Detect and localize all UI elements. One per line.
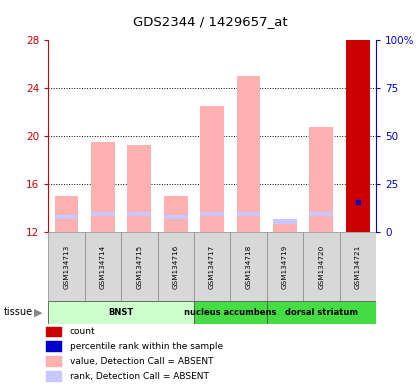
Bar xyxy=(55,196,79,232)
Bar xyxy=(310,212,333,217)
Text: GSM134721: GSM134721 xyxy=(355,245,361,289)
Bar xyxy=(158,232,194,301)
Bar xyxy=(200,106,224,232)
Text: GSM134718: GSM134718 xyxy=(246,245,252,289)
Text: GSM134713: GSM134713 xyxy=(63,245,69,289)
Bar xyxy=(128,145,151,232)
Bar xyxy=(267,301,376,324)
Bar xyxy=(164,215,188,219)
Bar xyxy=(128,212,151,217)
Text: dorsal striatum: dorsal striatum xyxy=(285,308,358,317)
Bar xyxy=(46,371,62,382)
Text: GSM134716: GSM134716 xyxy=(173,245,178,289)
Text: percentile rank within the sample: percentile rank within the sample xyxy=(70,342,223,351)
Bar xyxy=(273,219,297,223)
Bar xyxy=(55,215,79,219)
Bar xyxy=(237,212,260,217)
Bar xyxy=(46,356,62,367)
Bar xyxy=(194,301,267,324)
Bar xyxy=(230,232,267,301)
Bar xyxy=(267,232,303,301)
Text: GDS2344 / 1429657_at: GDS2344 / 1429657_at xyxy=(133,15,287,28)
Bar xyxy=(237,76,260,232)
Text: ▶: ▶ xyxy=(34,307,43,317)
Text: GSM134719: GSM134719 xyxy=(282,245,288,289)
Bar xyxy=(164,196,188,232)
Text: value, Detection Call = ABSENT: value, Detection Call = ABSENT xyxy=(70,357,213,366)
Bar xyxy=(346,40,370,232)
Text: BNST: BNST xyxy=(108,308,134,317)
Bar xyxy=(46,326,62,337)
Bar xyxy=(339,232,376,301)
Bar xyxy=(48,232,85,301)
Bar xyxy=(91,142,115,232)
Bar xyxy=(48,301,194,324)
Bar xyxy=(85,232,121,301)
Bar xyxy=(303,232,339,301)
Bar xyxy=(121,232,158,301)
Text: nucleus accumbens: nucleus accumbens xyxy=(184,308,276,317)
Bar xyxy=(46,341,62,352)
Text: GSM134720: GSM134720 xyxy=(318,245,324,289)
Text: count: count xyxy=(70,328,95,336)
Text: GSM134715: GSM134715 xyxy=(136,245,142,289)
Bar xyxy=(273,223,297,232)
Bar xyxy=(91,212,115,217)
Bar xyxy=(194,232,230,301)
Bar xyxy=(200,212,224,217)
Bar xyxy=(310,127,333,232)
Text: rank, Detection Call = ABSENT: rank, Detection Call = ABSENT xyxy=(70,372,209,381)
Text: tissue: tissue xyxy=(4,307,33,317)
Text: GSM134717: GSM134717 xyxy=(209,245,215,289)
Text: GSM134714: GSM134714 xyxy=(100,245,106,289)
